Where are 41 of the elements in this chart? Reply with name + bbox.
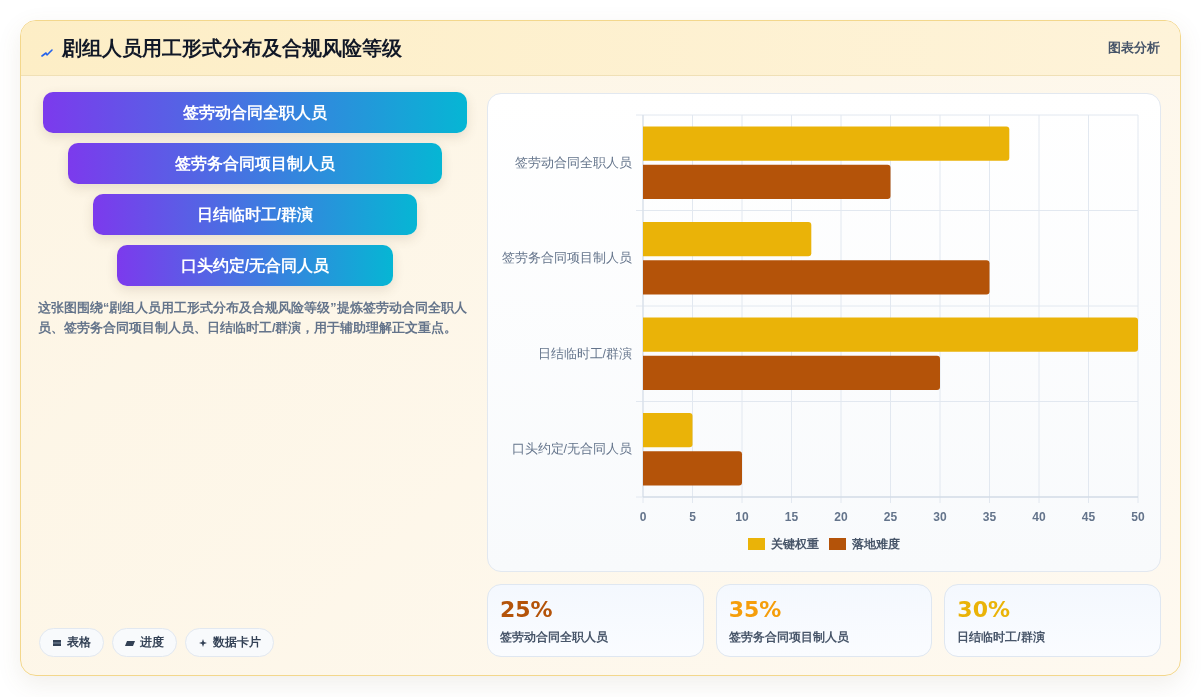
x-tick-label: 0 xyxy=(639,510,647,524)
bar xyxy=(643,260,990,295)
legend-label: 关键权重 xyxy=(771,535,819,553)
x-tick-label: 40 xyxy=(1032,510,1046,524)
bar xyxy=(643,126,1010,161)
bar xyxy=(643,164,891,200)
category-label: 签劳务合同项目制人员 xyxy=(728,629,849,646)
x-tick-label: 20 xyxy=(834,510,848,524)
x-tick-label: 30 xyxy=(933,510,947,524)
y-tick-label: 口头约定/无合同人员 xyxy=(511,442,632,457)
x-tick-label: 50 xyxy=(1131,510,1145,524)
x-tick-label: 25 xyxy=(883,510,898,524)
y-tick-label: 签劳动合同全职人员 xyxy=(515,155,632,170)
text: 25% xyxy=(500,597,553,622)
text: 这张图围绕“剧组人员用工形式分布及合规风险等级”提炼签劳动合同全职人员、签劳务合同项目制人员、日结临时工/群演，用于辅助理解正文重点。 xyxy=(38,300,468,337)
text: 表格 xyxy=(67,635,91,650)
bar xyxy=(643,355,940,391)
x-tick-label: 15 xyxy=(784,510,799,524)
legend-label: 落地难度 xyxy=(852,535,900,553)
x-tick-label: 45 xyxy=(1081,510,1096,524)
x-tick-label: 10 xyxy=(735,510,749,524)
bar xyxy=(643,412,693,448)
text: 剧组人员用工形式分布及合规风险等级 xyxy=(62,36,402,60)
category-label: 日结临时工/群演 xyxy=(92,194,418,235)
bar xyxy=(643,317,1138,352)
category-label: 日结临时工/群演 xyxy=(957,629,1045,646)
category-label: 签劳务合同项目制人员 xyxy=(67,143,443,184)
text: 进度 xyxy=(140,635,164,650)
text: 图表分析 xyxy=(1108,39,1160,57)
y-tick-label: 日结临时工/群演 xyxy=(537,346,632,361)
category-label: 口头约定/无合同人员 xyxy=(117,245,393,286)
bar xyxy=(643,451,742,486)
y-tick-label: 签劳务合同项目制人员 xyxy=(502,251,632,266)
text: 35% xyxy=(728,597,782,622)
x-tick-label: 35 xyxy=(982,510,997,524)
category-label: 签劳动合同全职人员 xyxy=(500,629,608,646)
bar xyxy=(643,221,812,257)
text: 30% xyxy=(957,597,1010,622)
x-tick-label: 5 xyxy=(689,510,697,524)
category-label: 签劳动合同全职人员 xyxy=(43,92,467,133)
text: 数据卡片 xyxy=(213,635,261,650)
